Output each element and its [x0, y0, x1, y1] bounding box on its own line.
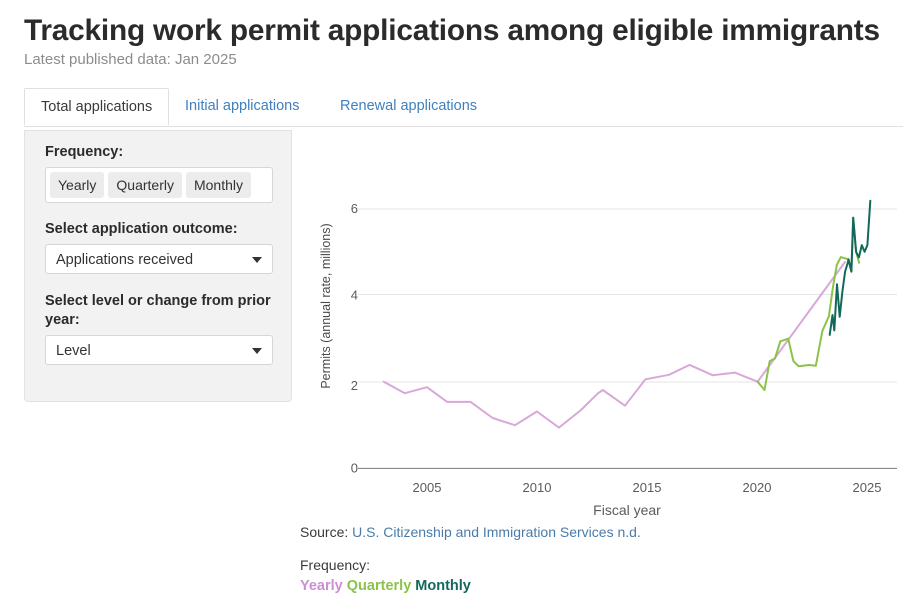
svg-text:2020: 2020: [743, 480, 772, 495]
svg-text:2025: 2025: [853, 480, 882, 495]
svg-text:4: 4: [351, 288, 358, 303]
svg-text:0: 0: [351, 461, 358, 476]
svg-text:2010: 2010: [523, 480, 552, 495]
svg-text:Permits (annual rate, millions: Permits (annual rate, millions): [319, 223, 333, 388]
svg-text:2015: 2015: [633, 480, 662, 495]
svg-text:6: 6: [351, 201, 358, 216]
svg-text:2: 2: [351, 378, 358, 393]
svg-text:Fiscal year: Fiscal year: [593, 502, 661, 518]
svg-text:2005: 2005: [413, 480, 442, 495]
